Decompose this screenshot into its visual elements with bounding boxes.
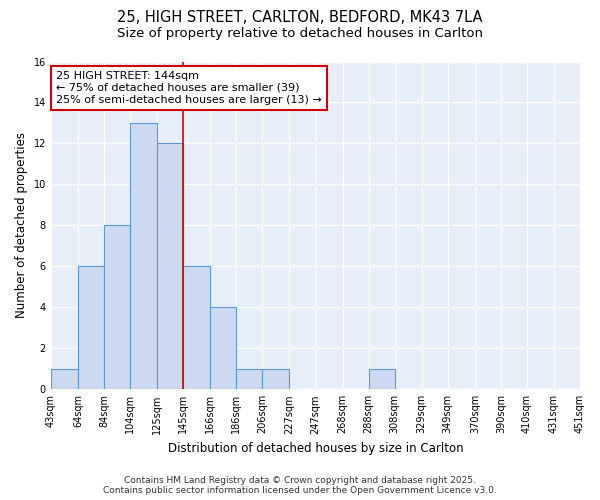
- Bar: [51, 369, 78, 390]
- Text: Size of property relative to detached houses in Carlton: Size of property relative to detached ho…: [117, 28, 483, 40]
- Bar: [211, 308, 236, 390]
- Bar: [183, 266, 211, 390]
- Bar: [78, 266, 104, 390]
- Bar: [236, 369, 262, 390]
- Y-axis label: Number of detached properties: Number of detached properties: [15, 132, 28, 318]
- Text: 25, HIGH STREET, CARLTON, BEDFORD, MK43 7LA: 25, HIGH STREET, CARLTON, BEDFORD, MK43 …: [117, 10, 483, 25]
- Bar: [368, 369, 395, 390]
- Text: Contains HM Land Registry data © Crown copyright and database right 2025.
Contai: Contains HM Land Registry data © Crown c…: [103, 476, 497, 495]
- Bar: [157, 144, 183, 390]
- Bar: [262, 369, 289, 390]
- X-axis label: Distribution of detached houses by size in Carlton: Distribution of detached houses by size …: [167, 442, 463, 455]
- Bar: [104, 226, 130, 390]
- Text: 25 HIGH STREET: 144sqm
← 75% of detached houses are smaller (39)
25% of semi-det: 25 HIGH STREET: 144sqm ← 75% of detached…: [56, 72, 322, 104]
- Bar: [130, 123, 157, 390]
